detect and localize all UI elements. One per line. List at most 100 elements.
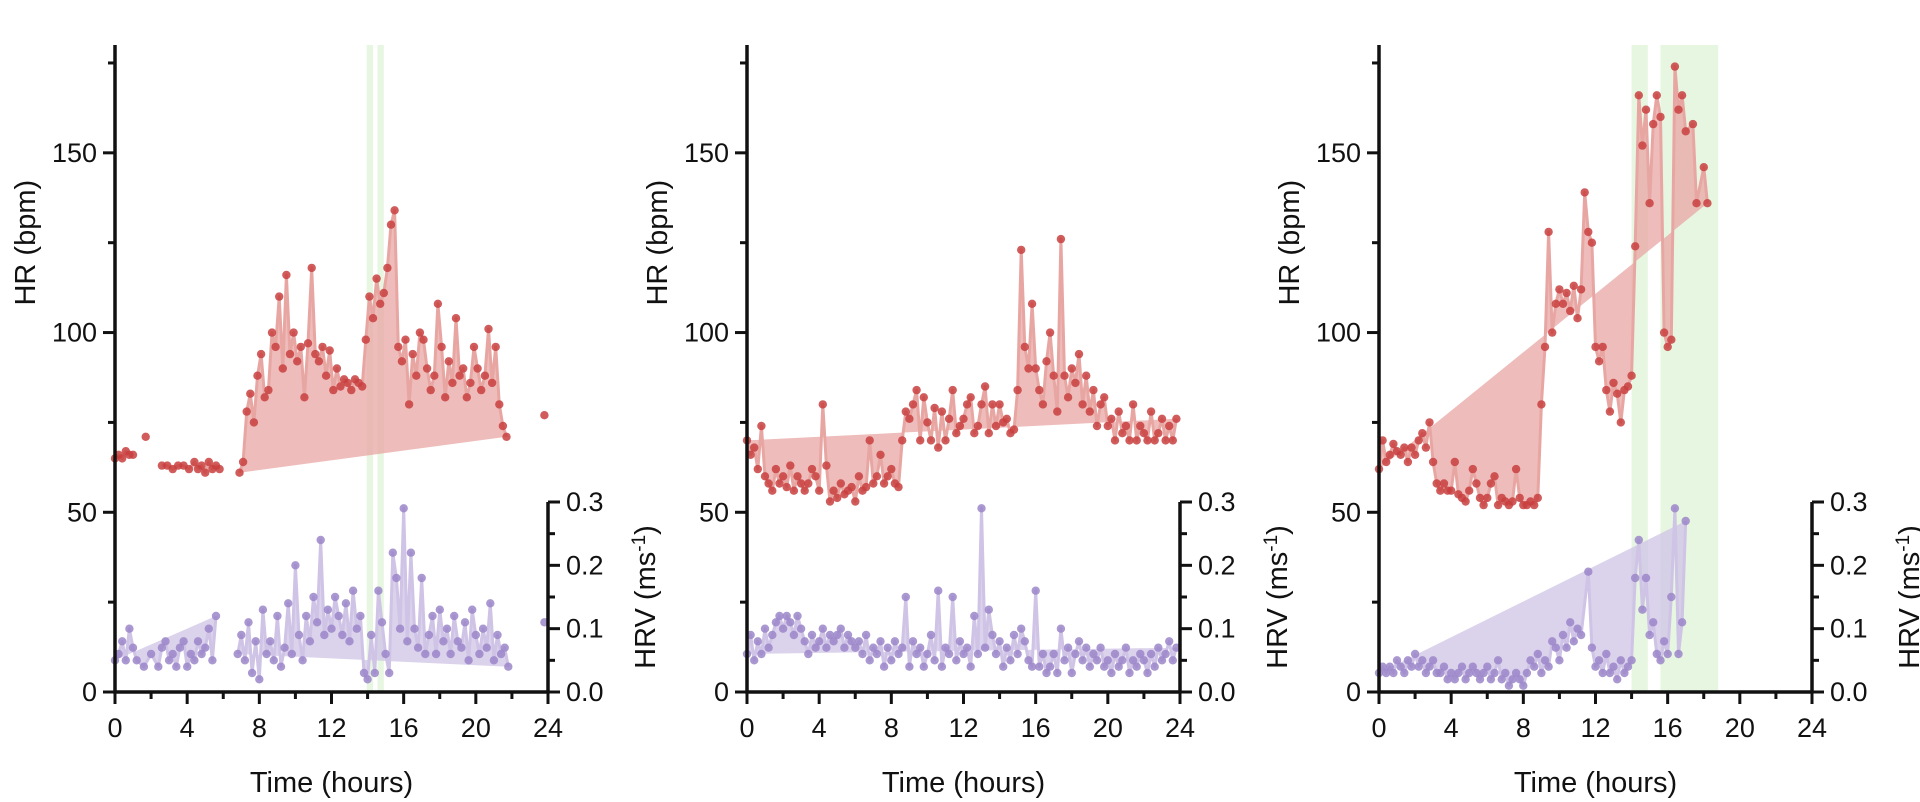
y-right-tick-label: 0.3 [1198,487,1236,517]
hr-point [1594,357,1604,366]
hrv-point [1645,630,1654,640]
hr-point [872,472,882,481]
hrv-point [1049,649,1058,659]
hrv-point [1118,656,1127,665]
hr-point [267,328,277,337]
hrv-point [157,643,167,652]
hrv-point [1154,643,1163,652]
hr-point [347,385,356,395]
hr-point [282,270,291,280]
hr-point [966,393,975,402]
x-tick-label: 4 [1444,713,1459,743]
hr-point [1389,439,1398,449]
hrv-point [1558,630,1568,640]
hrv-point [302,611,311,621]
hr-point [1472,479,1481,488]
hr-point [1382,457,1391,467]
hrv-point [312,618,322,627]
hr-point [1118,429,1127,438]
hrv-point [890,637,900,646]
hrv-point [309,592,318,602]
hr-point [466,378,475,388]
hrv-point [1616,656,1626,665]
hr-point [404,400,414,409]
hr-point [1645,199,1654,208]
hr-point [1103,421,1113,431]
hr-point [358,382,367,391]
hr-point [948,385,957,395]
hrv-point [377,618,387,627]
hrv-point [363,675,372,684]
hrv-point [439,637,448,646]
hrv-point [1157,656,1167,665]
hr-point [1053,407,1062,416]
hr-point [390,206,399,215]
hrv-point [262,649,271,659]
hrv-point [962,643,972,652]
y-tick-label: 150 [1316,138,1361,168]
y-right-tick-label: 0.0 [1830,677,1868,707]
x-tick-label: 20 [1725,713,1755,743]
hr-series [742,234,1181,506]
hrv-point [287,649,296,659]
hrv-point [493,630,502,640]
hrv-point [392,573,401,583]
hrv-point [898,643,907,652]
hr-point [811,472,820,481]
hrv-point [836,624,845,633]
hrv-point [1002,643,1011,652]
hrv-point [1659,637,1669,646]
hrv-point [442,624,452,633]
x-tick-label: 0 [1371,713,1386,743]
hr-point [1082,371,1091,380]
hrv-point [190,656,199,665]
hrv-point [1038,649,1048,659]
hr-point [1591,342,1600,352]
hrv-point [1620,668,1629,678]
hrv-point [1053,668,1062,678]
hr-point [977,400,986,409]
hrv-point [489,656,499,665]
y-right-tick-label: 0.2 [1830,550,1868,580]
hr-point [325,346,334,355]
hrv-point [1425,662,1434,671]
hrv-point [237,630,246,640]
hr-point [1049,371,1058,380]
hr-point [462,393,471,402]
y-right-axis-title: HRV (ms-1) [629,525,663,669]
hrv-point [858,649,867,659]
hrv-point [294,630,304,640]
x-axis-title: Time (hours) [882,767,1045,799]
hrv-point [233,649,242,659]
hr-point [836,479,845,488]
hrv-point [1457,662,1467,671]
hr-point [329,385,338,395]
hrv-point [1504,681,1514,690]
hr-point [1540,342,1550,352]
hr-point [793,472,802,481]
hr-point [1555,285,1564,294]
hr-point [260,393,269,402]
hr-point [1035,385,1044,395]
hrv-point [1414,662,1423,671]
hrv-point [1483,662,1492,671]
hrv-point [276,662,286,671]
hr-point [876,450,885,459]
hrv-point [370,668,379,678]
x-tick-label: 16 [1653,713,1683,743]
hrv-point [883,643,892,652]
hr-point [1486,479,1496,488]
hr-point [430,371,439,380]
hr-point [1085,407,1095,416]
hrv-point [1674,649,1683,659]
hrv-point [934,586,943,595]
hr-point [1450,457,1460,467]
hr-point [934,443,943,452]
hr-point [300,393,309,402]
hrv-point [1447,668,1456,678]
hrv-point [475,649,484,659]
y-tick-label: 100 [684,318,729,348]
hrv-point [1551,643,1561,652]
y-tick-label: 100 [1316,318,1361,348]
hrv-point [861,630,871,640]
